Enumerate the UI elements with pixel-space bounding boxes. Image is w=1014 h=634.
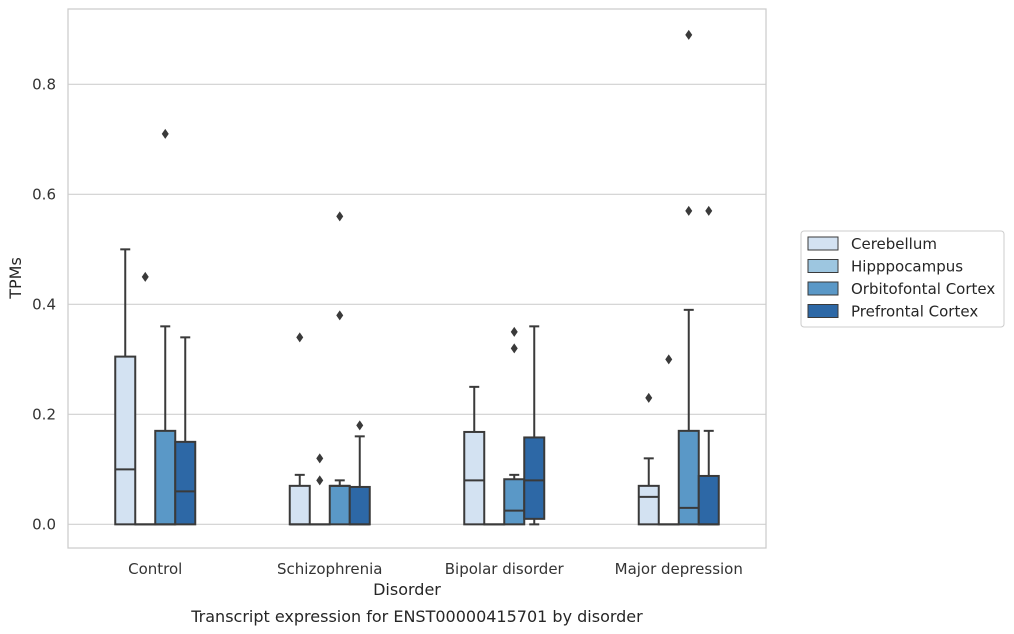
- box-series: [114, 29, 720, 526]
- box: [463, 430, 486, 526]
- y-axis-title: TPMs: [6, 257, 25, 300]
- y-tick-label: 0.2: [32, 405, 56, 423]
- chart-caption: Transcript expression for ENST0000041570…: [190, 607, 643, 626]
- outlier-point: [296, 332, 304, 343]
- outlier-point: [336, 211, 344, 222]
- outlier-point: [645, 392, 653, 403]
- outlier-point: [705, 205, 713, 216]
- outlier-point: [336, 310, 344, 321]
- series-0: [114, 248, 660, 526]
- y-tick-label: 0.0: [32, 515, 56, 533]
- outlier-point: [510, 326, 518, 337]
- box: [677, 429, 700, 526]
- x-axis-ticks: Control Schizophrenia Bipolar disorder Majo…: [128, 560, 743, 578]
- box: [328, 484, 351, 526]
- y-tick-label: 0.6: [32, 185, 56, 203]
- outlier-point: [356, 420, 364, 431]
- legend-label: Orbitofontal Cortex: [851, 280, 995, 298]
- y-tick-label: 0.8: [32, 75, 56, 93]
- outlier-point: [316, 453, 324, 464]
- box: [637, 484, 660, 526]
- series-3: [174, 205, 720, 526]
- legend-swatch: [807, 259, 839, 273]
- x-tick-label: Major depression: [615, 560, 743, 578]
- outlier-point: [161, 128, 169, 139]
- box: [174, 440, 197, 526]
- outlier-point: [510, 343, 518, 354]
- legend-label: Hipppocampus: [851, 258, 963, 276]
- outlier-point: [141, 271, 149, 282]
- box: [503, 478, 526, 526]
- legend-swatch: [807, 304, 839, 318]
- legend-label: Cerebellum: [851, 235, 937, 253]
- box: [114, 355, 137, 526]
- series-1: [134, 271, 680, 526]
- legend-label: Prefrontal Cortex: [851, 303, 978, 321]
- box: [288, 484, 311, 526]
- box: [697, 474, 720, 526]
- box: [523, 436, 546, 520]
- plot-area-frame: [67, 8, 767, 549]
- outlier-point: [665, 354, 673, 365]
- x-axis-title: Disorder: [373, 580, 441, 599]
- legend-frame: [800, 230, 1005, 328]
- outlier-point: [685, 29, 693, 40]
- series-2: [154, 29, 700, 526]
- outlier-point: [316, 475, 324, 486]
- x-tick-label: Control: [128, 560, 182, 578]
- y-tick-label: 0.4: [32, 295, 56, 313]
- box: [348, 485, 371, 526]
- y-axis-ticks: 0.0 0.2 0.4 0.6 0.8: [32, 75, 56, 533]
- outlier-point: [685, 205, 693, 216]
- legend: Cerebellum Hipppocampus Orbitofontal Corte…: [800, 230, 1005, 328]
- x-tick-label: Schizophrenia: [277, 560, 382, 578]
- legend-swatch: [807, 281, 839, 296]
- legend-swatch: [807, 236, 839, 251]
- box: [154, 429, 177, 526]
- x-tick-label: Bipolar disorder: [445, 560, 565, 578]
